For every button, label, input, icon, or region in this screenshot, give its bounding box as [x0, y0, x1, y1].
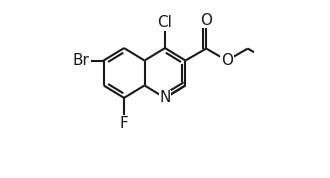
Text: O: O — [221, 53, 233, 68]
Text: F: F — [120, 116, 128, 131]
Text: N: N — [159, 90, 171, 105]
Text: Br: Br — [73, 53, 90, 68]
Text: O: O — [200, 13, 212, 28]
Text: Cl: Cl — [157, 15, 173, 30]
